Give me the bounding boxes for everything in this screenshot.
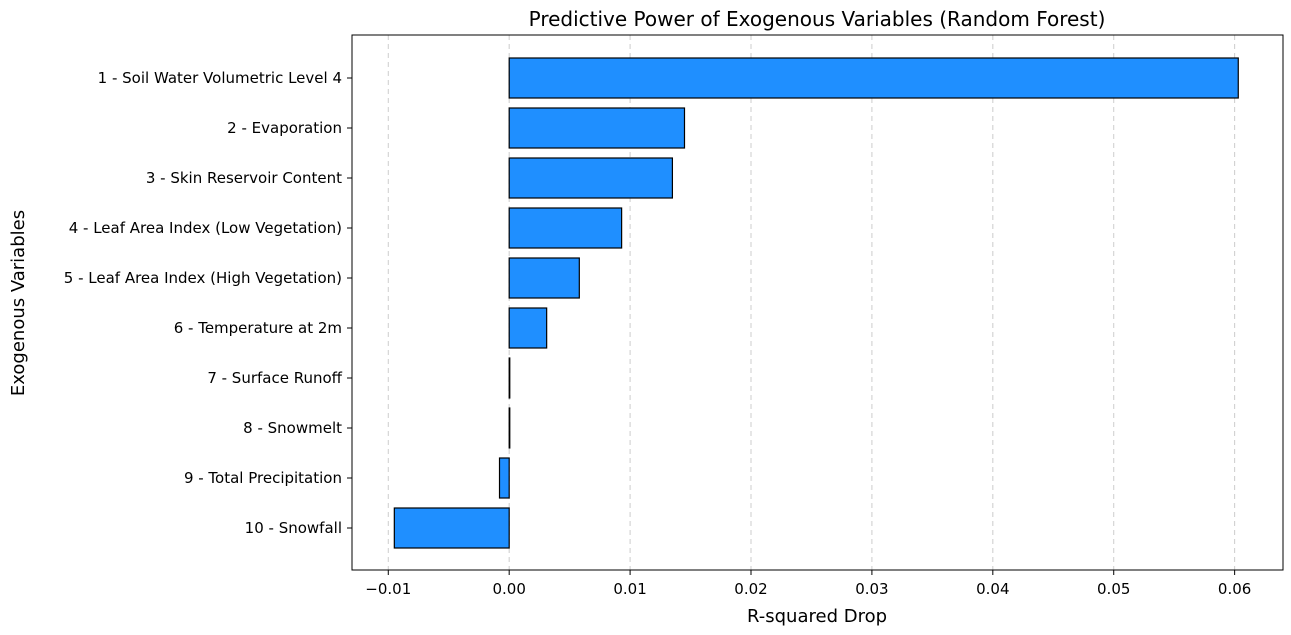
x-tick-layer: −0.01 0.00 0.01 0.02 0.03 0.04 0.05 0.06 [365, 570, 1251, 598]
bar [508, 57, 1239, 99]
y-tick-label: 1 - Soil Water Volumetric Level 4 [98, 69, 342, 87]
x-tick-label: 0.04 [976, 580, 1009, 598]
y-tick-label: 7 - Surface Runoff [207, 369, 342, 387]
bar [508, 407, 511, 449]
x-tick-label: 0.05 [1097, 580, 1130, 598]
bar [508, 157, 674, 199]
y-tick-label: 2 - Evaporation [227, 119, 342, 137]
bar [508, 307, 548, 349]
chart-title: Predictive Power of Exogenous Variables … [529, 7, 1106, 31]
x-tick-label: 0.06 [1218, 580, 1251, 598]
y-tick-label: 6 - Temperature at 2m [174, 319, 342, 337]
y-tick-layer: 1 - Soil Water Volumetric Level 4 2 - Eva… [64, 69, 352, 537]
plot-frame [351, 34, 1284, 571]
bar [508, 107, 686, 149]
x-tick-label: 0.00 [492, 580, 525, 598]
y-tick-label: 3 - Skin Reservoir Content [146, 169, 342, 187]
y-axis-label: Exogenous Variables [8, 210, 29, 396]
y-tick-label: 8 - Snowmelt [243, 419, 342, 437]
bar-layer [393, 57, 1239, 549]
x-tick-label: 0.02 [734, 580, 767, 598]
bar [393, 507, 510, 549]
x-axis-label: R-squared Drop [747, 606, 887, 627]
bar [498, 457, 510, 499]
x-tick-label: −0.01 [365, 580, 411, 598]
bar [508, 207, 623, 249]
x-tick-label: 0.01 [613, 580, 646, 598]
y-tick-label: 5 - Leaf Area Index (High Vegetation) [64, 269, 342, 287]
y-tick-label: 9 - Total Precipitation [184, 469, 342, 487]
y-tick-label: 10 - Snowfall [245, 519, 342, 537]
x-tick-label: 0.03 [855, 580, 888, 598]
y-tick-label: 4 - Leaf Area Index (Low Vegetation) [69, 219, 342, 237]
bar [508, 357, 511, 399]
bar [508, 257, 580, 299]
